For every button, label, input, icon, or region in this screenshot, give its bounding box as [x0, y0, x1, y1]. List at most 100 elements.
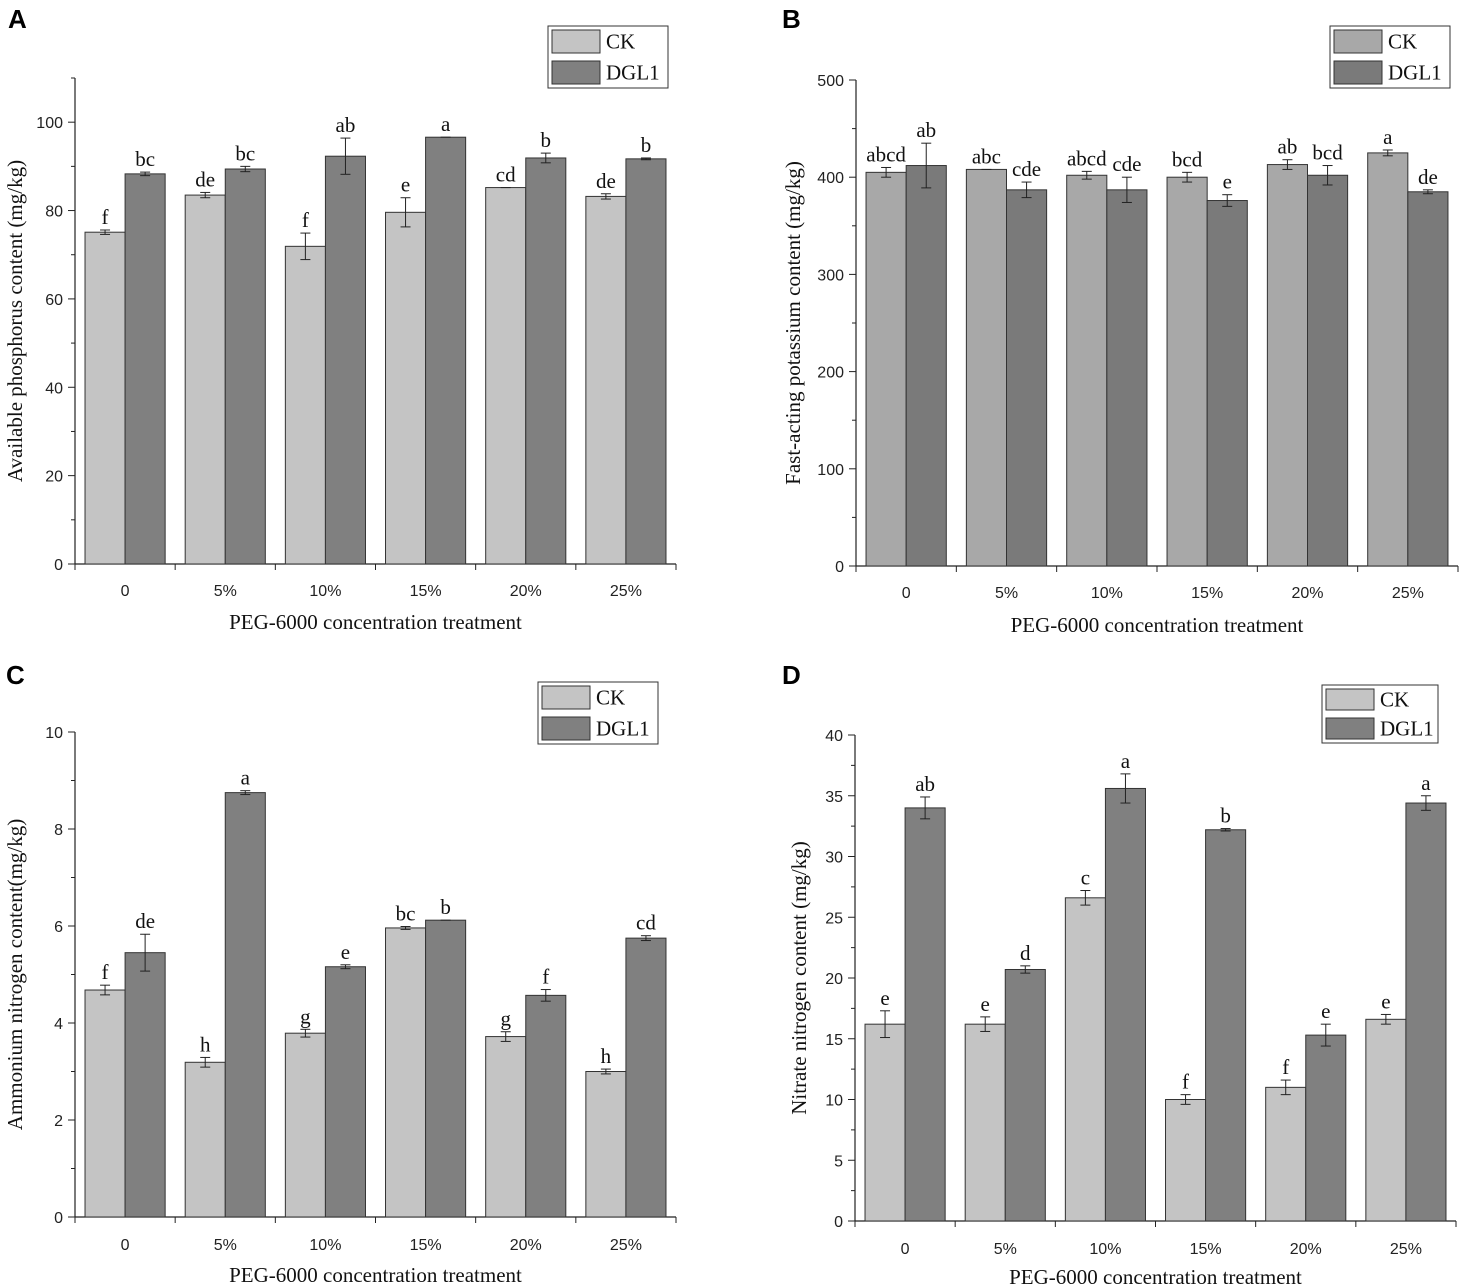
bar-ck-4 — [485, 187, 527, 565]
panel-c: C 0 2 4 6 8 10 f h g bc g h de a e b f cd 0 5% 10% 15% 20% 25% P… — [3, 660, 677, 1286]
significance-label: de — [596, 169, 616, 193]
y-axis-title: Ammonium nitrogen content(mg/kg) — [3, 819, 27, 1130]
significance-label: h — [601, 1044, 612, 1068]
bar-dgl1-5 — [1405, 802, 1447, 1222]
significance-label: de — [195, 167, 215, 191]
significance-label: a — [1421, 771, 1431, 795]
bar-ck-5 — [1367, 152, 1409, 567]
significance-label: b — [641, 133, 652, 157]
significance-label: f — [1282, 1055, 1289, 1079]
x-tick-label: 25% — [1390, 1241, 1422, 1258]
bar-ck-1 — [184, 194, 226, 565]
x-tick-label: 0 — [121, 1237, 130, 1254]
y-tick-label: 5 — [834, 1153, 843, 1170]
significance-label: cd — [636, 911, 656, 935]
panel-letter-c: C — [6, 660, 25, 690]
significance-label: e — [1321, 999, 1330, 1023]
x-tick-label: 25% — [610, 1237, 642, 1254]
y-tick-label: 4 — [54, 1016, 63, 1033]
significance-label: bc — [135, 147, 155, 171]
significance-label: b — [1220, 804, 1231, 828]
significance-label: bc — [235, 141, 255, 165]
significance-label: abcd — [1067, 146, 1107, 170]
bar-ck-4 — [1266, 164, 1309, 567]
x-tick-label: 5% — [214, 1237, 237, 1254]
bar-ck-5 — [585, 1071, 627, 1218]
y-tick-label: 80 — [45, 204, 63, 221]
significance-label: a — [1121, 749, 1131, 773]
legend-swatch-dgl1 — [1325, 717, 1375, 740]
legend-swatch-dgl1 — [1333, 60, 1383, 85]
significance-label: g — [500, 1007, 511, 1031]
bar-ck-1 — [184, 1061, 226, 1218]
significance-label: bcd — [1172, 147, 1203, 171]
bar-dgl1-2 — [324, 966, 366, 1218]
x-tick-label: 0 — [121, 583, 130, 600]
x-tick-label: 5% — [994, 1241, 1017, 1258]
significance-label: b — [440, 895, 451, 919]
legend-label-dgl1: DGL1 — [596, 717, 650, 741]
significance-label: c — [1081, 866, 1090, 890]
bar-ck-0 — [864, 1023, 906, 1222]
significance-label: ab — [916, 118, 936, 142]
y-tick-label: 2 — [54, 1113, 63, 1130]
bar-dgl1-4 — [525, 994, 567, 1218]
legend-swatch-ck — [1325, 688, 1375, 711]
x-axis-title: PEG-6000 concentration treatment — [229, 610, 522, 634]
significance-label: abc — [972, 144, 1001, 168]
x-tick-label: 20% — [1290, 1241, 1322, 1258]
significance-label: cde — [1112, 152, 1141, 176]
significance-label: b — [541, 128, 552, 152]
y-tick-label: 40 — [45, 380, 63, 397]
bar-dgl1-1 — [224, 792, 266, 1218]
legend-swatch-dgl1 — [541, 716, 591, 741]
significance-label: a — [441, 112, 451, 136]
legend-swatch-ck — [551, 29, 601, 54]
y-tick-label: 30 — [825, 850, 843, 867]
legend: CK DGL1 — [537, 681, 659, 745]
significance-label: ab — [1278, 135, 1298, 159]
significance-label: cde — [1012, 157, 1041, 181]
x-axis-title: PEG-6000 concentration treatment — [1011, 613, 1304, 637]
bar-ck-2 — [1064, 897, 1106, 1222]
y-tick-label: 25 — [825, 910, 843, 927]
y-tick-label: 0 — [54, 1210, 63, 1227]
bar-dgl1-3 — [1206, 200, 1248, 567]
y-tick-label: 10 — [825, 1093, 843, 1110]
significance-label: de — [135, 909, 155, 933]
significance-label: cd — [496, 163, 516, 187]
y-tick-label: 400 — [817, 170, 844, 187]
legend-label-dgl1: DGL1 — [1388, 61, 1442, 85]
bar-dgl1-1 — [1004, 968, 1046, 1222]
y-tick-label: 500 — [817, 73, 844, 90]
y-tick-label: 0 — [834, 1214, 843, 1231]
x-tick-label: 20% — [510, 1237, 542, 1254]
bar-ck-0 — [84, 231, 126, 565]
y-tick-label: 35 — [825, 789, 843, 806]
x-tick-label: 0 — [902, 585, 911, 602]
x-tick-label: 15% — [1191, 585, 1223, 602]
bar-ck-4 — [485, 1036, 527, 1218]
y-tick-label: 0 — [54, 557, 63, 574]
significance-label: f — [302, 208, 309, 232]
x-axis-title: PEG-6000 concentration treatment — [1009, 1265, 1302, 1286]
bar-ck-2 — [284, 1032, 326, 1218]
significance-label: g — [300, 1004, 311, 1028]
x-tick-label: 20% — [1291, 585, 1323, 602]
x-tick-label: 5% — [995, 585, 1018, 602]
y-tick-label: 200 — [817, 365, 844, 382]
legend-swatch-ck — [1333, 29, 1383, 54]
y-axis-title: Fast-acting potassium content (mg/kg) — [781, 161, 805, 485]
bar-dgl1-4 — [1307, 174, 1349, 567]
significance-label: h — [200, 1032, 211, 1056]
x-tick-label: 15% — [1190, 1241, 1222, 1258]
bar-dgl1-0 — [124, 952, 166, 1218]
bar-ck-0 — [865, 171, 907, 567]
legend-label-ck: CK — [1380, 688, 1409, 712]
significance-label: e — [1223, 170, 1232, 194]
x-tick-label: 15% — [410, 1237, 442, 1254]
